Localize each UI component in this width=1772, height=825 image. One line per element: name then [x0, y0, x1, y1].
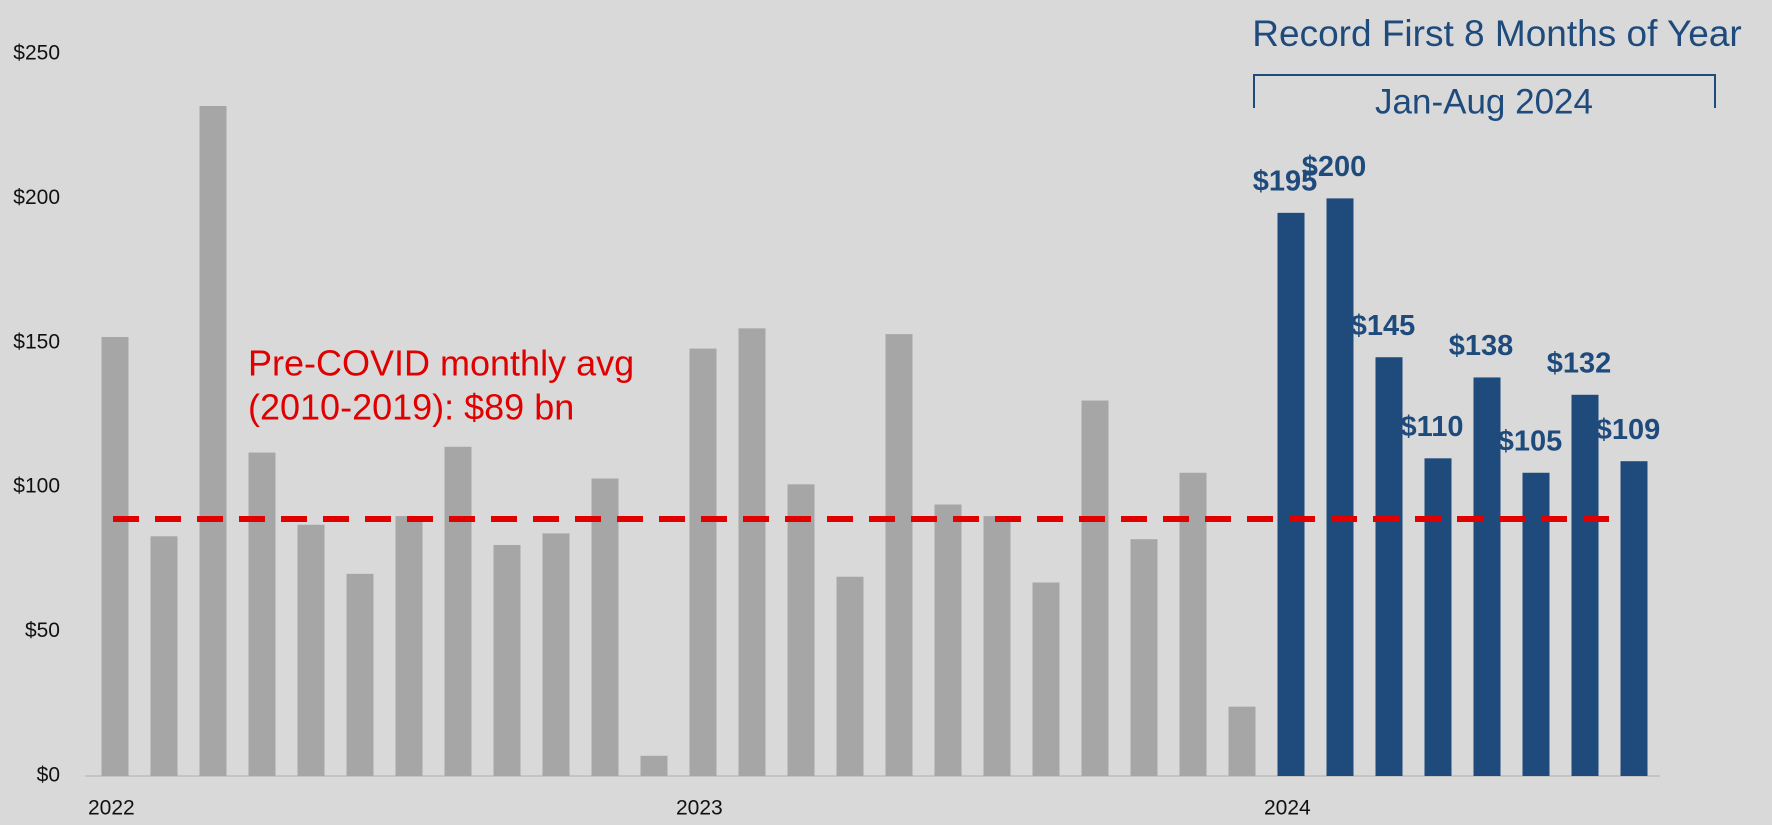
- bar: [738, 328, 766, 776]
- bar: [591, 478, 619, 776]
- x-tick-label: 2023: [676, 797, 723, 820]
- reference-label: (2010-2019): $89 bn: [248, 387, 574, 428]
- bar: [199, 105, 227, 776]
- bar: [444, 446, 472, 776]
- y-tick-label: $150: [13, 330, 60, 353]
- x-tick-label: 2024: [1264, 797, 1311, 820]
- bar: [1326, 198, 1354, 776]
- bar: [542, 533, 570, 776]
- bar: [1473, 377, 1501, 776]
- bar: [934, 504, 962, 776]
- value-label: $200: [1302, 151, 1367, 183]
- bar: [297, 524, 325, 776]
- bar: [787, 484, 815, 776]
- y-tick-label: $50: [25, 619, 60, 642]
- bracket: [1253, 74, 1716, 108]
- value-label: $195: [1253, 165, 1318, 197]
- bar: [1228, 706, 1256, 776]
- value-label: $110: [1401, 411, 1464, 443]
- bar: [248, 452, 276, 776]
- bar: [640, 755, 668, 776]
- bar: [493, 544, 521, 776]
- y-tick-label: $250: [13, 42, 60, 65]
- x-tick-label: 2022: [88, 797, 135, 820]
- bar: [1522, 472, 1550, 776]
- bar: [101, 337, 129, 776]
- y-tick-label: $0: [37, 764, 60, 787]
- bar: [1375, 357, 1403, 776]
- bar: [1424, 458, 1452, 776]
- reference-label: Pre-COVID monthly avg: [248, 343, 634, 384]
- bar: [1179, 472, 1207, 776]
- bar: [1571, 394, 1599, 776]
- bracket-label: Jan-Aug 2024: [1375, 82, 1593, 121]
- value-label: $138: [1449, 330, 1514, 362]
- bar: [150, 536, 178, 776]
- bar: [983, 516, 1011, 776]
- y-tick-label: $200: [13, 186, 60, 209]
- value-label: $145: [1351, 310, 1416, 342]
- value-label: $132: [1547, 347, 1612, 379]
- bar: [1081, 400, 1109, 776]
- y-tick-label: $100: [13, 475, 60, 498]
- bar: [1032, 582, 1060, 776]
- value-label: $109: [1596, 414, 1661, 446]
- bar: [885, 334, 913, 776]
- bar: [1130, 539, 1158, 776]
- bar: [689, 348, 717, 776]
- annotation-title: Record First 8 Months of Year: [1252, 13, 1741, 54]
- bar: [1277, 212, 1305, 777]
- bar: [346, 573, 374, 776]
- bar: [836, 576, 864, 776]
- bar: [395, 516, 423, 776]
- value-label: $105: [1498, 425, 1563, 457]
- bar: [1620, 461, 1648, 776]
